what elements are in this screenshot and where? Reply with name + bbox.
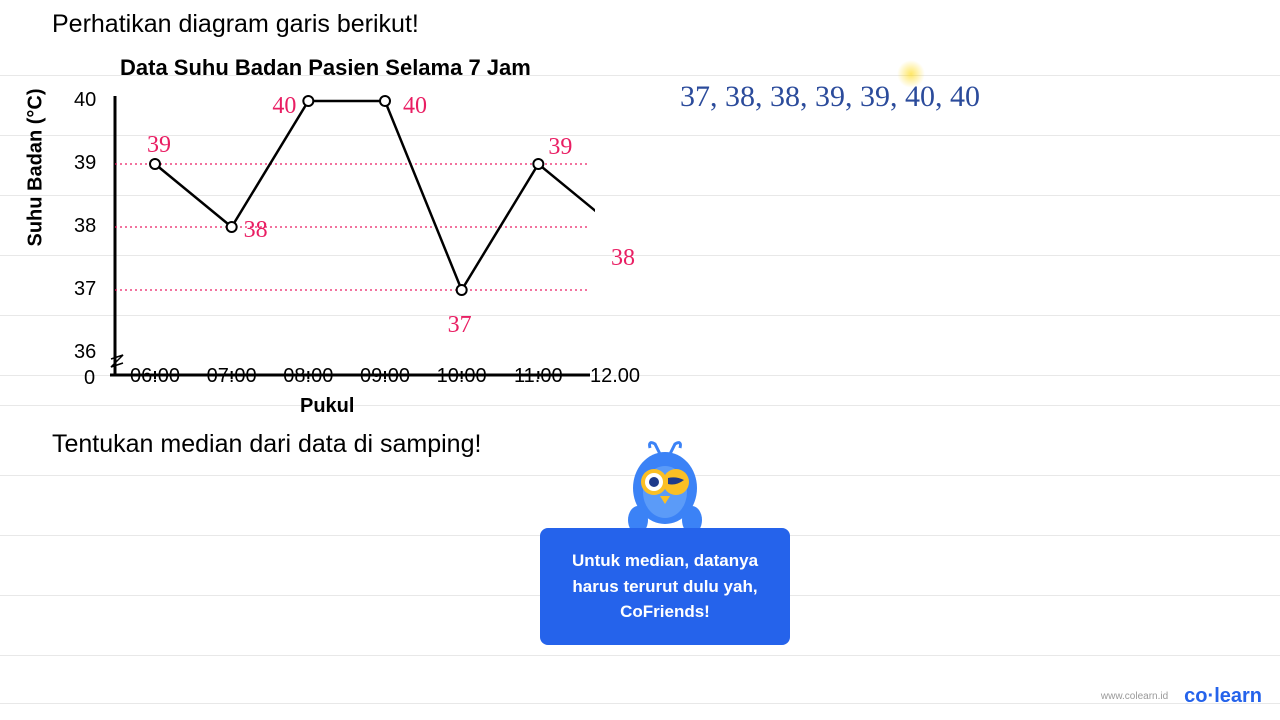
- x-tick-label: 12.00: [590, 365, 640, 388]
- y-tick-label: 36: [74, 341, 96, 364]
- bubble-line1: Untuk median, datanya: [572, 551, 758, 570]
- x-tick-label: 07.00: [207, 365, 257, 388]
- chart-annotation: 39: [548, 134, 572, 161]
- bubble-line2: harus terurut dulu yah,: [572, 577, 757, 596]
- x-axis-label: Pukul: [300, 395, 354, 418]
- x-tick-label: 11.00: [514, 365, 563, 388]
- footer-logo-icon: co·learn: [1184, 685, 1262, 708]
- x-tick-label: 09.00: [360, 365, 410, 388]
- chart-annotation: 38: [611, 245, 635, 272]
- y-tick-label: 0: [84, 367, 95, 390]
- chart-annotation: 40: [403, 93, 427, 120]
- bubble-line3: CoFriends!: [620, 602, 710, 621]
- chart-title: Data Suhu Badan Pasien Selama 7 Jam: [120, 55, 531, 81]
- speech-bubble: Untuk median, datanya harus terurut dulu…: [540, 528, 790, 645]
- y-tick-label: 37: [74, 278, 96, 301]
- chart-svg: [105, 91, 595, 381]
- sorted-data-text: 37, 38, 38, 39, 39, 40, 40: [680, 80, 980, 114]
- page-title: Perhatikan diagram garis berikut!: [52, 10, 419, 39]
- instruction-text: Tentukan median dari data di samping!: [52, 430, 481, 459]
- y-axis-label: Suhu Badan (°C): [25, 89, 48, 247]
- chart-annotation: 38: [244, 217, 268, 244]
- y-tick-label: 38: [74, 215, 96, 238]
- chart-annotation: 37: [448, 312, 472, 339]
- footer: www.colearn.id co·learn: [1101, 685, 1262, 708]
- chart-container: Data Suhu Badan Pasien Selama 7 Jam Suhu…: [20, 55, 600, 415]
- y-tick-label: 39: [74, 152, 96, 175]
- x-tick-label: 10.00: [437, 365, 487, 388]
- footer-url: www.colearn.id: [1101, 691, 1168, 702]
- y-tick-label: 40: [74, 89, 96, 112]
- chart-annotation: 39: [147, 132, 171, 159]
- x-tick-label: 06.00: [130, 365, 180, 388]
- mascot-container: Untuk median, datanya harus terurut dulu…: [540, 450, 790, 670]
- x-tick-label: 08.00: [283, 365, 333, 388]
- mascot-bird-icon: [620, 440, 710, 540]
- chart-annotation: 40: [272, 93, 296, 120]
